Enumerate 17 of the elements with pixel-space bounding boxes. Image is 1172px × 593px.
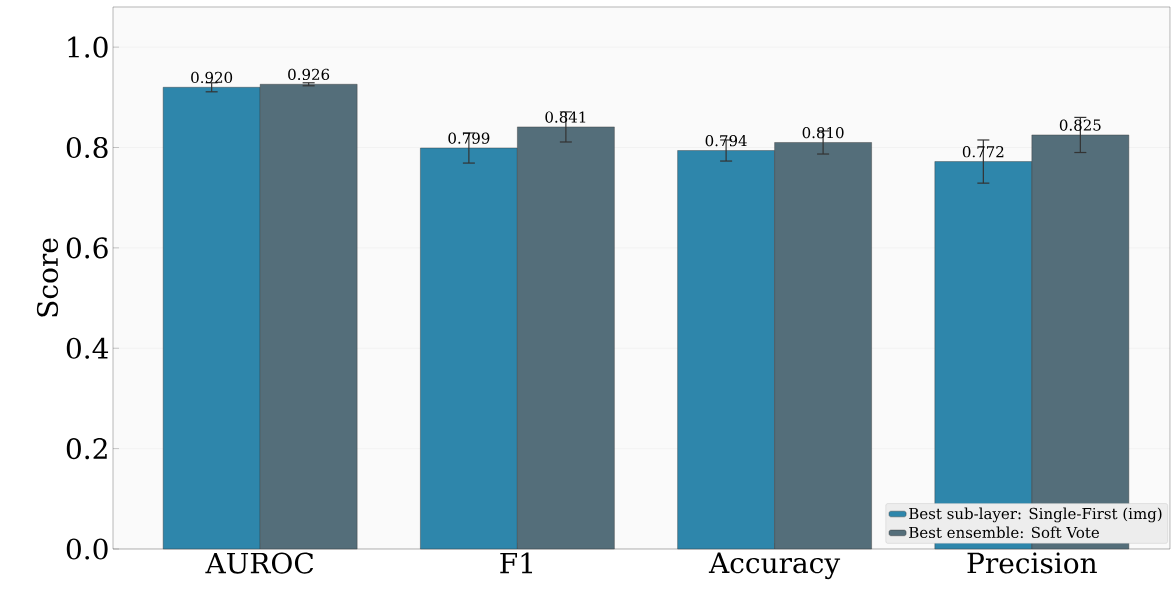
legend-label: Best sub-layer: Single-First (img)	[909, 507, 1162, 523]
x-tick-label: Accuracy	[708, 552, 841, 580]
data-label: 0.920	[191, 71, 233, 84]
legend-label: Best ensemble: Soft Vote	[909, 526, 1100, 539]
data-label: 0.794	[705, 134, 747, 147]
y-axis-title: Score	[36, 238, 59, 317]
y-tick-label: 0.8	[66, 136, 108, 159]
data-label: 0.810	[802, 126, 844, 139]
y-tick-label: 0.4	[66, 337, 109, 359]
x-tick-label: F1	[500, 552, 533, 574]
y-tick-label: 0.2	[66, 438, 107, 460]
data-label: 0.926	[288, 68, 330, 81]
y-tick-label: 1.0	[68, 36, 108, 58]
x-tick-label: AUROC	[205, 552, 314, 574]
y-tick-label: 0.6	[66, 237, 108, 259]
x-tick-label: Precision	[967, 552, 1097, 574]
y-tick-label: 0.0	[66, 538, 108, 560]
